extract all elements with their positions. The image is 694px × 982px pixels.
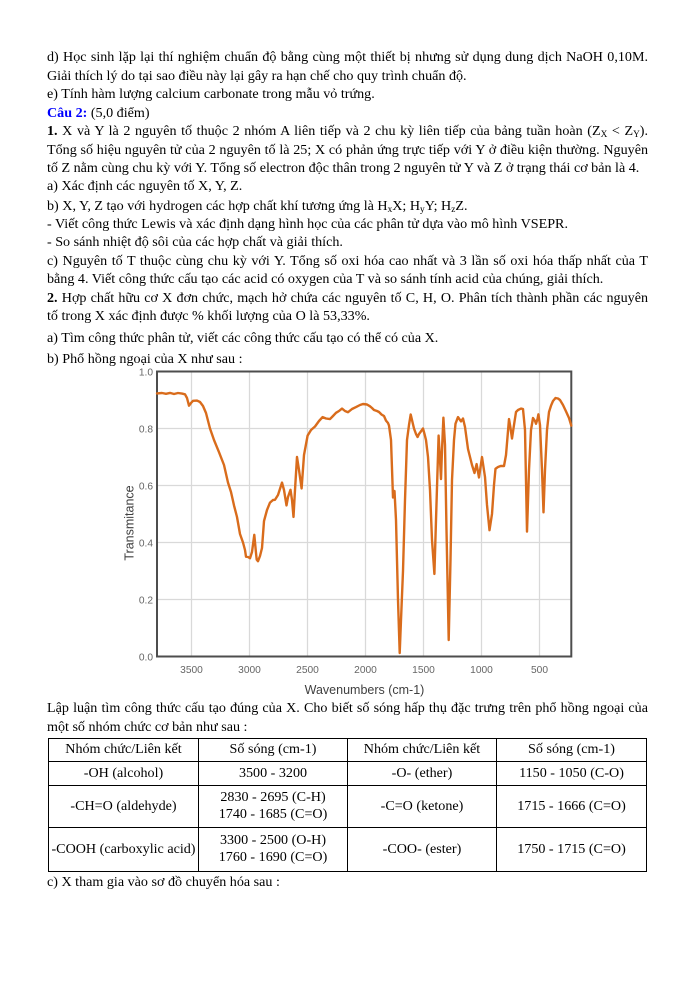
svg-text:0.8: 0.8: [139, 425, 153, 436]
svg-text:1500: 1500: [412, 665, 435, 676]
svg-text:0.4: 0.4: [139, 539, 153, 550]
svg-text:Transmitance: Transmitance: [123, 485, 137, 560]
svg-text:2000: 2000: [354, 665, 377, 676]
svg-text:1000: 1000: [470, 665, 493, 676]
svg-text:0.6: 0.6: [139, 482, 153, 493]
svg-text:1.0: 1.0: [139, 368, 153, 379]
svg-text:3000: 3000: [238, 665, 261, 676]
svg-text:0.0: 0.0: [139, 653, 153, 664]
svg-text:500: 500: [531, 665, 548, 676]
svg-text:0.2: 0.2: [139, 596, 153, 607]
svg-text:2500: 2500: [296, 665, 319, 676]
svg-text:3500: 3500: [180, 665, 203, 676]
svg-text:Wavenumbers (cm-1): Wavenumbers (cm-1): [305, 683, 425, 697]
